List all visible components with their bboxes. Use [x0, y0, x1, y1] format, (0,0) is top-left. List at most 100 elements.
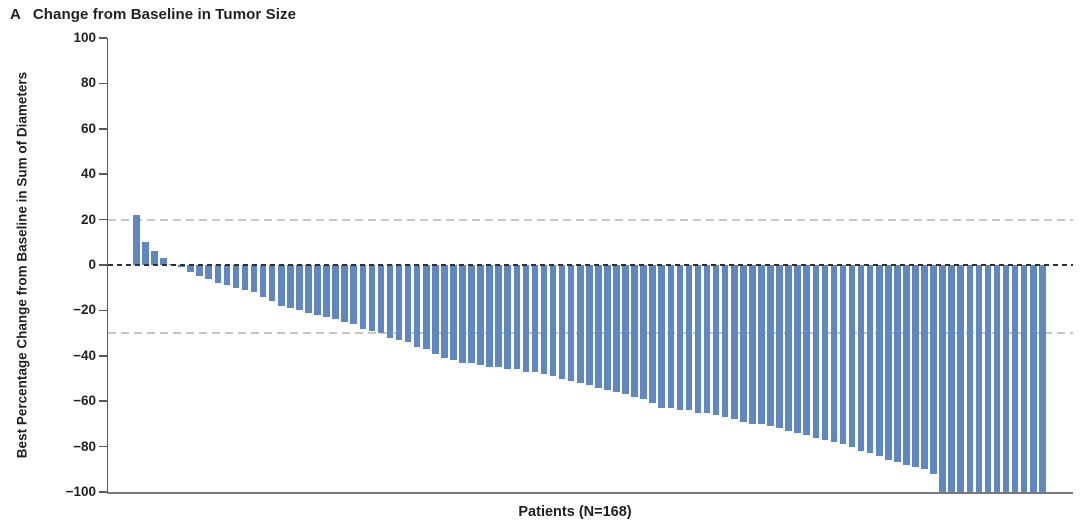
patient-bar — [1039, 265, 1046, 492]
patient-bar — [305, 265, 312, 313]
patient-bar — [894, 265, 901, 463]
patient-bar — [296, 265, 303, 311]
y-axis-label: Best Percentage Change from Baseline in … — [14, 71, 30, 459]
patient-bar — [676, 265, 684, 411]
figure-header: A Change from Baseline in Tumor Size — [10, 6, 296, 23]
plot-area: 100 80 60 40 20 0 −20 −40 −60 −80 −100 — [66, 30, 1073, 499]
patient-bar — [404, 265, 412, 343]
y-tick-label: 100 — [73, 30, 96, 45]
patient-bar — [1020, 265, 1028, 492]
y-tick — [98, 82, 107, 85]
patient-bar — [576, 265, 584, 384]
y-tick — [98, 173, 107, 175]
patient-bar — [721, 265, 729, 418]
patient-bar — [441, 265, 448, 359]
patient-bar — [1011, 265, 1019, 492]
patient-bar — [386, 265, 394, 338]
y-tick-label: 80 — [80, 75, 96, 91]
patient-bar — [586, 265, 593, 386]
patient-bar — [359, 265, 367, 329]
patient-bar — [694, 265, 702, 413]
patient-bar — [151, 251, 158, 265]
patient-bar — [884, 265, 892, 461]
y-tick — [98, 218, 107, 221]
patient-bar — [377, 265, 385, 334]
patient-bar — [857, 265, 865, 452]
patient-bar — [767, 265, 774, 427]
patient-bar — [323, 265, 330, 318]
patient-bar — [622, 265, 629, 395]
patient-bar — [142, 242, 149, 265]
y-tick-label: −40 — [73, 347, 96, 363]
patient-bar — [848, 265, 856, 447]
patient-bar — [558, 265, 566, 379]
patient-bar — [948, 265, 955, 492]
patient-bar — [903, 265, 910, 465]
patient-bar — [921, 265, 928, 470]
patient-bar — [187, 265, 194, 272]
panel-letter: A — [10, 6, 21, 23]
y-tick — [98, 264, 107, 266]
patient-bar — [332, 265, 339, 320]
y-tick-label: 60 — [80, 120, 96, 136]
patient-bar — [613, 265, 620, 393]
patient-bar — [477, 265, 484, 365]
patient-bar — [595, 265, 602, 388]
patient-bar — [749, 265, 756, 424]
y-tick-label: 40 — [80, 166, 96, 182]
patient-bar — [803, 265, 811, 436]
y-tick-label: −80 — [73, 438, 96, 454]
patient-bar — [232, 265, 240, 288]
patient-bar — [912, 265, 919, 468]
patient-bar — [821, 265, 829, 440]
patient-bar — [350, 265, 358, 325]
patient-bar — [758, 265, 765, 424]
patient-bar — [1002, 265, 1010, 492]
patient-bar — [468, 265, 475, 363]
patient-bar — [640, 265, 647, 399]
x-axis-line — [106, 492, 1073, 494]
patient-bar — [658, 265, 666, 408]
patient-bar — [196, 265, 203, 277]
patient-bar — [341, 265, 348, 322]
patient-bar — [287, 265, 294, 309]
patient-bar — [549, 265, 557, 377]
y-tick — [98, 355, 107, 357]
patient-bar — [178, 265, 185, 268]
patient-bar — [930, 265, 937, 474]
patient-bar — [160, 258, 167, 265]
patient-bar — [984, 265, 992, 492]
patient-bar — [133, 215, 140, 265]
y-tick — [98, 128, 107, 130]
patient-bar — [277, 265, 285, 306]
patient-bar — [740, 265, 747, 422]
y-tick — [98, 491, 107, 493]
patient-bar — [395, 265, 403, 340]
patient-bar — [866, 265, 874, 454]
patient-bar — [522, 265, 530, 372]
patient-bar — [422, 265, 430, 349]
y-tick — [98, 37, 107, 39]
patient-bar — [939, 265, 946, 492]
patient-bar — [975, 265, 983, 492]
patient-bar — [540, 265, 548, 374]
y-tick-label: −100 — [65, 484, 96, 499]
y-tick — [98, 309, 107, 312]
patient-bar — [812, 265, 820, 438]
patient-bar — [250, 265, 258, 293]
patient-bar — [495, 265, 502, 368]
patient-bar — [830, 265, 838, 443]
patient-bar — [776, 265, 783, 429]
patient-bar — [794, 265, 801, 433]
patient-bar — [730, 265, 738, 420]
patient-bar — [413, 265, 421, 347]
patient-bar — [1029, 265, 1037, 492]
patient-bar — [604, 265, 611, 390]
patient-bar — [993, 265, 1001, 492]
patient-bar — [567, 265, 575, 381]
patient-bar — [486, 265, 493, 368]
patient-bar — [223, 265, 231, 286]
bars-container — [108, 38, 1073, 492]
patient-bar — [785, 265, 792, 431]
y-tick — [98, 445, 107, 448]
